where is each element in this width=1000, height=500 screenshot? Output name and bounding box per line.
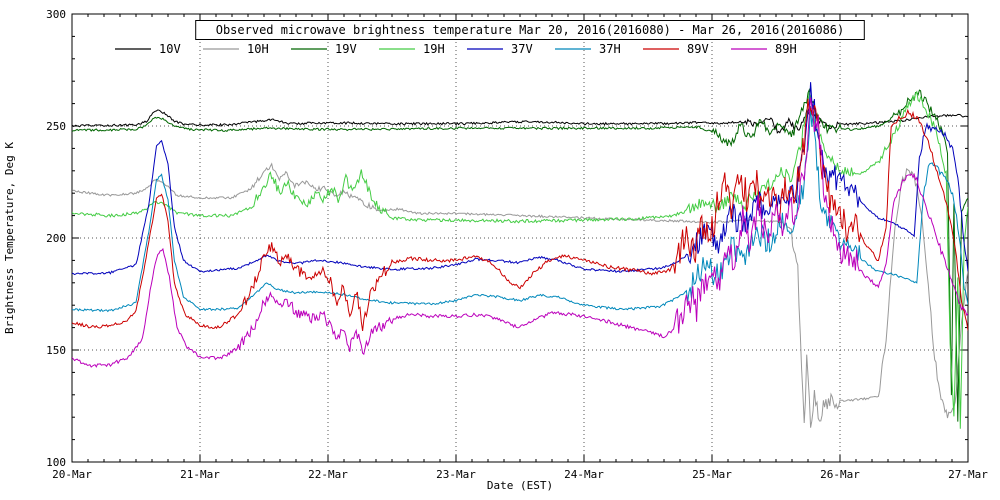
series-19H-line [72,90,968,429]
legend-label-10V: 10V [159,42,181,56]
legend-label-37V: 37V [511,42,533,56]
x-tick-label: 21-Mar [180,468,220,481]
legend-label-89V: 89V [687,42,709,56]
x-tick-label: 23-Mar [436,468,476,481]
chart-title-box [195,20,865,40]
y-tick-label: 150 [46,344,66,357]
legend-label-89H: 89H [775,42,797,56]
series-37V-line [72,82,968,276]
series-37H-line [72,105,968,313]
legend-label-19V: 19V [335,42,357,56]
x-tick-label: 24-Mar [564,468,604,481]
y-tick-label: 100 [46,456,66,469]
legend-label-37H: 37H [599,42,621,56]
x-axis-label: Date (EST) [487,479,553,492]
series-89V-line [72,98,968,331]
y-axis-label: Brightness Temperature, Deg K [3,142,16,334]
y-tick-label: 250 [46,120,66,133]
y-tick-label: 300 [46,8,66,21]
x-tick-label: 25-Mar [692,468,732,481]
series-10H-line [72,162,968,428]
y-tick-label: 200 [46,232,66,245]
legend-label-19H: 19H [423,42,445,56]
x-tick-label: 27-Mar [948,468,988,481]
series-89H-line [72,97,968,368]
x-tick-label: 22-Mar [308,468,348,481]
legend-label-10H: 10H [247,42,269,56]
series-19V-line [72,87,968,422]
chart-title: Observed microwave brightness temperatur… [216,23,845,37]
series-group [72,82,968,429]
x-tick-label: 26-Mar [820,468,860,481]
chart-layer: 100 150 200 250 300 20-Mar 21-Mar 22-Mar 23-Mar 2… [46,8,988,481]
x-tick-label: 20-Mar [52,468,92,481]
